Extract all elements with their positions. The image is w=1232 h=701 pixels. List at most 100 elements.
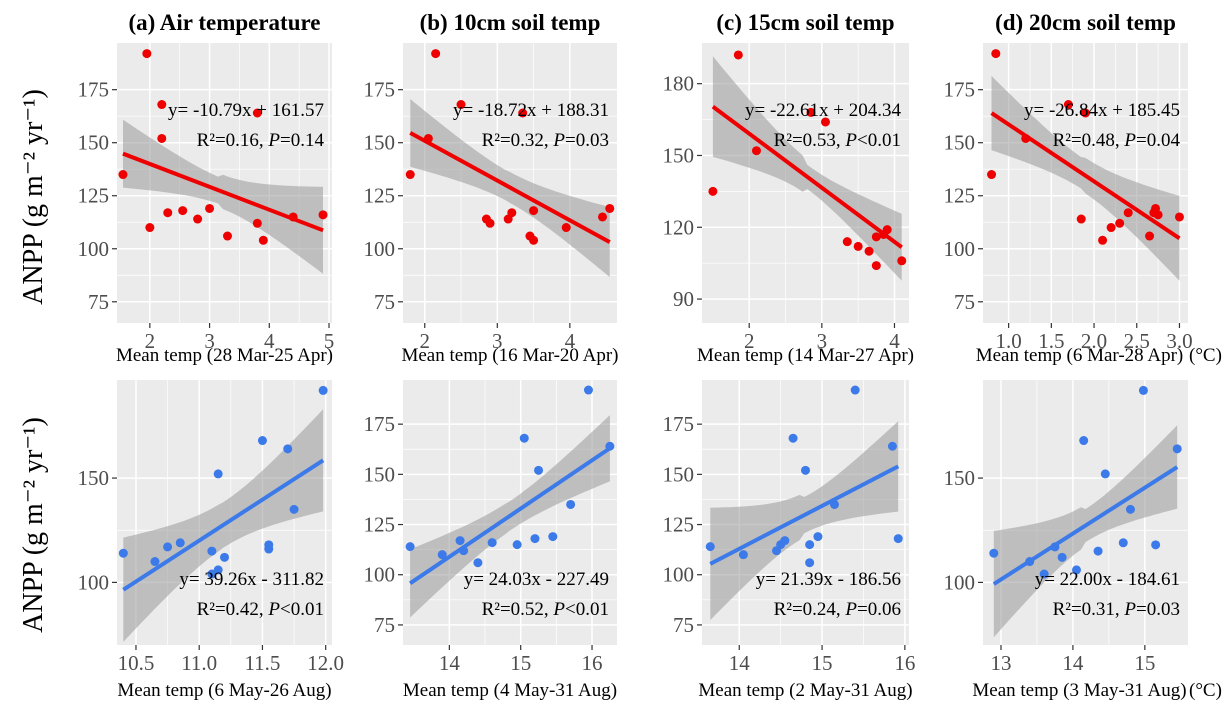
regression-line xyxy=(992,465,1179,586)
x-tick-label: 15 xyxy=(510,651,531,675)
data-point xyxy=(456,100,466,110)
data-point xyxy=(1145,231,1155,241)
data-point xyxy=(1057,552,1067,562)
data-point xyxy=(163,542,173,552)
data-point xyxy=(318,385,328,395)
data-point xyxy=(1138,385,1148,395)
panel-title: (c) 15cm soil temp xyxy=(716,10,894,35)
regression-equation: y= -10.79x + 161.57 xyxy=(168,100,324,121)
data-point xyxy=(455,536,465,546)
data-point xyxy=(1106,223,1116,233)
y-tick-label: 125 xyxy=(944,184,976,208)
data-point xyxy=(597,212,607,222)
confidence-band xyxy=(991,75,1180,281)
data-point xyxy=(1076,214,1086,224)
data-point xyxy=(207,546,217,556)
data-point xyxy=(548,532,558,542)
p-value: <0.01 xyxy=(565,599,609,620)
confidence-band xyxy=(712,56,902,281)
data-point xyxy=(820,117,830,127)
x-tick-label: 15 xyxy=(812,651,833,675)
data-point xyxy=(1039,569,1049,579)
data-point xyxy=(142,49,152,59)
x-tick-label: 2 xyxy=(744,329,755,353)
x-tick-label: 14 xyxy=(1062,651,1084,675)
panel-title: (d) 20cm soil temp xyxy=(995,10,1176,35)
regression-stats: R²=0.42, P<0.01 xyxy=(197,599,324,620)
data-point xyxy=(163,208,173,218)
data-point xyxy=(205,203,215,213)
y-tick-label: 150 xyxy=(944,131,976,155)
panel-8: 13 14 15 100 150 y= 22.00x - 184.61 R²=0.31, P… xyxy=(944,380,1188,701)
x-tick-label: 3 xyxy=(204,329,215,353)
regression-stats: R²=0.31, P=0.03 xyxy=(1053,599,1180,620)
y-tick-label: 75 xyxy=(88,290,109,314)
y-tick-label: 175 xyxy=(364,412,396,436)
regression-line xyxy=(122,151,324,233)
y-tick-label: 150 xyxy=(663,143,695,167)
y-tick-label: 175 xyxy=(944,78,976,102)
data-point xyxy=(987,170,997,180)
regression-equation: y= -18.72x + 188.31 xyxy=(453,100,609,121)
y-tick-label: 175 xyxy=(364,78,396,102)
confidence-band xyxy=(123,119,323,274)
x-axis-label: Mean temp (4 May-31 Aug) xyxy=(403,680,617,701)
y-tick-label: 90 xyxy=(673,287,694,311)
y-tick-label: 125 xyxy=(78,184,110,208)
x-tick-label: 2.0 xyxy=(1081,329,1107,353)
data-point xyxy=(566,499,576,509)
x-tick-label: 2 xyxy=(420,329,431,353)
data-point xyxy=(145,223,155,233)
data-point xyxy=(583,385,593,395)
data-point xyxy=(1125,504,1135,514)
regression-line xyxy=(711,104,903,249)
x-tick-label: 4 xyxy=(565,329,576,353)
y-tick-label: 150 xyxy=(364,462,396,486)
data-point xyxy=(193,214,203,224)
data-point xyxy=(806,107,816,117)
data-point xyxy=(529,206,539,216)
regression-equation: y= -22.61x + 204.34 xyxy=(745,100,902,121)
x-tick-label: 15 xyxy=(1134,651,1155,675)
data-point xyxy=(175,538,185,548)
data-point xyxy=(157,100,167,110)
data-point xyxy=(257,436,267,446)
regression-line xyxy=(990,111,1181,240)
data-point xyxy=(283,444,293,454)
data-point xyxy=(118,548,128,558)
panel-title: (b) 10cm soil temp xyxy=(420,10,601,35)
regression-line xyxy=(409,131,611,244)
data-point xyxy=(801,465,810,475)
data-point xyxy=(207,569,217,579)
regression-line xyxy=(122,458,325,592)
data-point xyxy=(1118,538,1128,548)
data-point xyxy=(507,208,517,218)
data-point xyxy=(1172,444,1182,454)
data-point xyxy=(529,235,539,245)
r-squared: R²=0.42, xyxy=(197,599,269,620)
data-point xyxy=(1100,469,1110,479)
data-point xyxy=(1153,210,1163,220)
data-point xyxy=(213,469,223,479)
regression-equation: y= 22.00x - 184.61 xyxy=(1035,569,1180,590)
x-tick-label: 3 xyxy=(492,329,503,353)
regression-line xyxy=(409,446,611,585)
data-point xyxy=(1151,540,1161,550)
y-tick-label: 100 xyxy=(78,237,110,261)
data-point xyxy=(485,218,495,228)
x-tick-label: 13 xyxy=(990,651,1011,675)
regression-stats: R²=0.52, P<0.01 xyxy=(482,599,609,620)
data-point xyxy=(842,237,852,247)
r-squared: R²=0.48, xyxy=(1053,130,1125,151)
data-point xyxy=(780,536,790,546)
x-tick-label: 1.0 xyxy=(996,329,1022,353)
data-point xyxy=(258,235,268,245)
data-point xyxy=(534,465,544,475)
panel-2: 2 3 4 75 100 125 150 175 y= -18.72x + 188.31 R²=0… xyxy=(364,10,619,366)
y-tick-label: 125 xyxy=(364,184,396,208)
data-point xyxy=(882,225,892,235)
confidence-band xyxy=(993,425,1178,638)
data-point xyxy=(864,246,874,256)
data-point xyxy=(887,441,897,451)
x-tick-label: 14 xyxy=(439,651,461,675)
